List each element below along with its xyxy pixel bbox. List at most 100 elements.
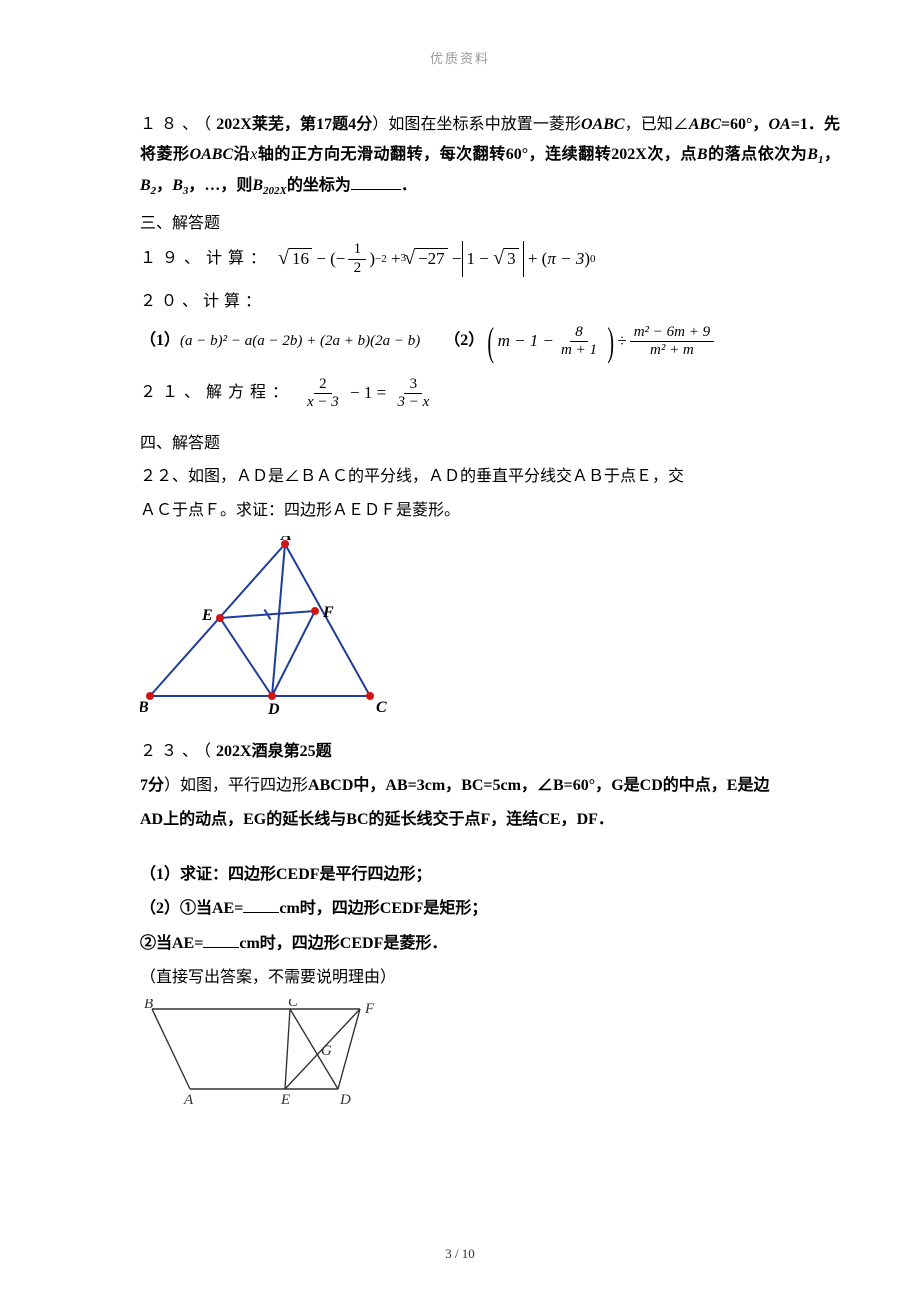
q18-t10: ，…，则	[188, 177, 252, 194]
exp0: 0	[590, 249, 596, 270]
q18-prefix: １８、（	[140, 116, 216, 133]
q23-bc2: BC	[346, 811, 368, 828]
svg-text:F: F	[364, 1001, 375, 1017]
q23-l3g: ．	[598, 811, 614, 828]
q18-oabc: OABC	[581, 116, 625, 133]
q18-oa: OA	[769, 116, 791, 133]
content: １８、（202X莱芜，第17题4分）如图在坐标系中放置一菱形OABC，已知∠AB…	[140, 110, 840, 1121]
q18-b2: B	[140, 177, 151, 194]
svg-text:A: A	[183, 1092, 194, 1108]
q23-blank1	[243, 896, 279, 914]
q23-ab: AB=3cm	[385, 777, 445, 794]
q23-l1: ２３、（202X酒泉第25题	[140, 737, 840, 767]
q18-t8: ，	[823, 146, 840, 163]
frac-half-num: 1	[348, 241, 366, 259]
q23-p3a: ②当AE=	[140, 935, 203, 952]
q20-items: （1） (a − b)² − a(a − 2b) + (2a + b)(2a −…	[140, 322, 840, 362]
q23-cd: CD	[640, 777, 663, 794]
exp-neg2: −2	[375, 249, 387, 270]
section4-title: 四、解答题	[140, 429, 840, 459]
svg-text:F: F	[322, 604, 334, 621]
q23-p4: （直接写出答案，不需要说明理由）	[140, 963, 840, 993]
q20-p1-label: （1）	[140, 326, 180, 356]
q23-abcd: ABCD	[308, 777, 353, 794]
q21: ２１、解方程： 2x − 3 − 1 = 33 − x	[140, 376, 840, 412]
q20-p1-expr: (a − b)² − a(a − 2b) + (2a + b)(2a − b)	[180, 327, 420, 356]
q18-t2: ，已知∠	[625, 116, 689, 133]
triangle-figure: ABCDEF	[140, 536, 400, 721]
q21-rnum: 3	[404, 376, 422, 394]
abs-one: 1	[467, 243, 476, 275]
q20-label: ２０、计算：	[140, 287, 840, 317]
q23-source: 202X酒泉第25题	[216, 743, 332, 760]
svg-text:E: E	[201, 607, 213, 624]
q23-t7: 是边	[737, 777, 769, 794]
q23-l3d: 的延长线交于点	[369, 811, 481, 828]
q18-bx: B	[252, 177, 263, 194]
q22-l2: ＡＣ于点Ｆ。求证：四边形ＡＥＤＦ是菱形。	[140, 496, 840, 526]
svg-text:D: D	[339, 1092, 351, 1108]
q18-b: B	[697, 146, 708, 163]
svg-text:G: G	[321, 1043, 332, 1059]
pi-minus-3: π − 3	[547, 243, 584, 275]
parallelogram-figure: BCFAEDG	[140, 999, 380, 1109]
q23-p1: （1）求证：四边形CEDF是平行四边形；	[140, 860, 840, 890]
q23-f: F	[481, 811, 491, 828]
q21-mid: − 1 =	[350, 377, 386, 409]
q23-t1: 中，	[353, 777, 385, 794]
q23-t2: ，	[445, 777, 461, 794]
q23-t6: 的中点，	[663, 777, 727, 794]
q18-source: 202X莱芜，第17题4分	[216, 116, 372, 133]
q23-p3: ②当AE= cm时，四边形CEDF是菱形．	[140, 929, 840, 959]
q18-t5: 沿	[233, 146, 250, 163]
q23-7f: 7分	[140, 777, 164, 794]
q23-eg: EG	[243, 811, 266, 828]
figure-q22: ABCDEF	[140, 536, 840, 732]
q18-t11: 的坐标为	[287, 177, 351, 194]
q21-label: ２１、解方程：	[140, 378, 294, 408]
q18-t7: 的落点依次为	[708, 146, 808, 163]
q20-div: ÷	[617, 325, 626, 357]
frac-half-den: 2	[348, 260, 366, 277]
q18-t9: ，	[156, 177, 172, 194]
page-header: 优质资料	[0, 48, 920, 67]
q23-l3f: ，	[561, 811, 577, 828]
q23-df: DF	[577, 811, 598, 828]
q19-expr: √16 − (− 12 )−2 + 3√−27 − 1 − √3 + (π − …	[278, 241, 595, 277]
q18: １８、（202X莱芜，第17题4分）如图在坐标系中放置一菱形OABC，已知∠AB…	[140, 110, 840, 203]
q23-ce: CE	[538, 811, 560, 828]
q18-b3: B	[172, 177, 183, 194]
svg-text:A: A	[280, 536, 292, 544]
sqrt3: 3	[504, 248, 519, 269]
svg-text:E: E	[280, 1092, 290, 1108]
q21-rden: 3 − x	[393, 394, 433, 411]
sqrt-neg27: −27	[415, 248, 448, 269]
q18-t1: ）如图在坐标系中放置一菱形	[372, 116, 581, 133]
q23-ad: AD	[140, 811, 163, 828]
q23-p3b: cm时，四边形CEDF是菱形．	[239, 935, 447, 952]
svg-text:D: D	[267, 701, 280, 718]
q20-label-text: ２０、计算：	[140, 293, 266, 310]
q20-8den: m + 1	[557, 342, 601, 359]
q23-pre: ２３、（	[140, 743, 216, 760]
q23-bang: B=60°	[553, 777, 595, 794]
q23-t3: ，∠	[521, 777, 553, 794]
q18-sx: 202X	[263, 186, 287, 198]
q22-l1: ２２、如图，ＡＤ是∠ＢＡＣ的平分线，ＡＤ的垂直平分线交ＡＢ于点Ｅ，交	[140, 462, 840, 492]
q18-t12: ．	[401, 177, 417, 194]
q23-l3e: ，连结	[490, 811, 538, 828]
q21-lnum: 2	[314, 376, 332, 394]
sqrt16: 16	[289, 248, 312, 269]
q23-p2a: （2）①当AE=	[140, 900, 243, 917]
q23-l3c: 的延长线与	[266, 811, 346, 828]
svg-text:B: B	[144, 999, 153, 1012]
svg-text:B: B	[140, 699, 149, 716]
q18-blank	[351, 173, 401, 191]
figure-q23: BCFAEDG	[140, 999, 840, 1120]
q23-t5: 是	[624, 777, 640, 794]
q19: １９、计算： √16 − (− 12 )−2 + 3√−27 − 1 − √3 …	[140, 241, 840, 277]
q18-b1: B	[807, 146, 818, 163]
q23-l2b: ）如图，平行四边形	[164, 777, 308, 794]
q23-l2: 7分）如图，平行四边形ABCD中，AB=3cm，BC=5cm，∠B=60°，G是…	[140, 771, 840, 801]
q23-e: E	[727, 777, 738, 794]
